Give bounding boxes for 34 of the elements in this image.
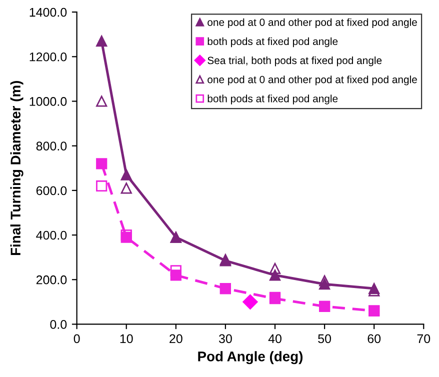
y-tick-label: 400.0 xyxy=(36,230,67,240)
y-tick-label: 1400.0 xyxy=(30,8,67,17)
y-tick-label: 1200.0 xyxy=(30,52,67,62)
y-tick-label: 0.0 xyxy=(50,320,67,329)
x-axis-title: Pod Angle (deg) xyxy=(198,351,303,364)
y-tick-label: 200.0 xyxy=(36,275,67,284)
legend-label: both pods at fixed pod angle xyxy=(208,37,338,48)
legend-label: both pods at fixed pod angle xyxy=(208,94,338,104)
x-tick-label: 60 xyxy=(368,334,381,344)
point xyxy=(96,180,108,192)
point xyxy=(170,265,182,276)
x-tick-label: 30 xyxy=(218,334,232,344)
point xyxy=(318,275,330,286)
y-tick-label: 600.0 xyxy=(36,186,67,196)
x-tick-label: 40 xyxy=(268,334,282,344)
point xyxy=(242,294,258,310)
point xyxy=(269,262,281,274)
x-tick-label: 0 xyxy=(74,334,80,344)
y-axis-title: Final Turning Diameter (m) xyxy=(10,80,24,256)
x-tick-label: 70 xyxy=(417,334,430,344)
legend-label: one pod at 0 and other pod at fixed pod angle xyxy=(208,18,417,28)
point xyxy=(96,35,108,47)
y-tick-label: 800.0 xyxy=(36,142,67,150)
legend-label: Sea trial, both pods at fixed pod angle xyxy=(208,56,382,66)
point xyxy=(120,182,132,194)
point xyxy=(96,96,108,107)
x-tick-label: 50 xyxy=(318,334,332,344)
point xyxy=(96,158,108,170)
point xyxy=(120,229,132,241)
x-tick-label: 20 xyxy=(170,334,182,344)
x-tick-label: 10 xyxy=(120,334,133,344)
y-tick-label: 1000.0 xyxy=(30,97,67,106)
point xyxy=(120,169,132,180)
legend-label: one pod at 0 and other pod at fixed pod angle xyxy=(208,76,417,86)
